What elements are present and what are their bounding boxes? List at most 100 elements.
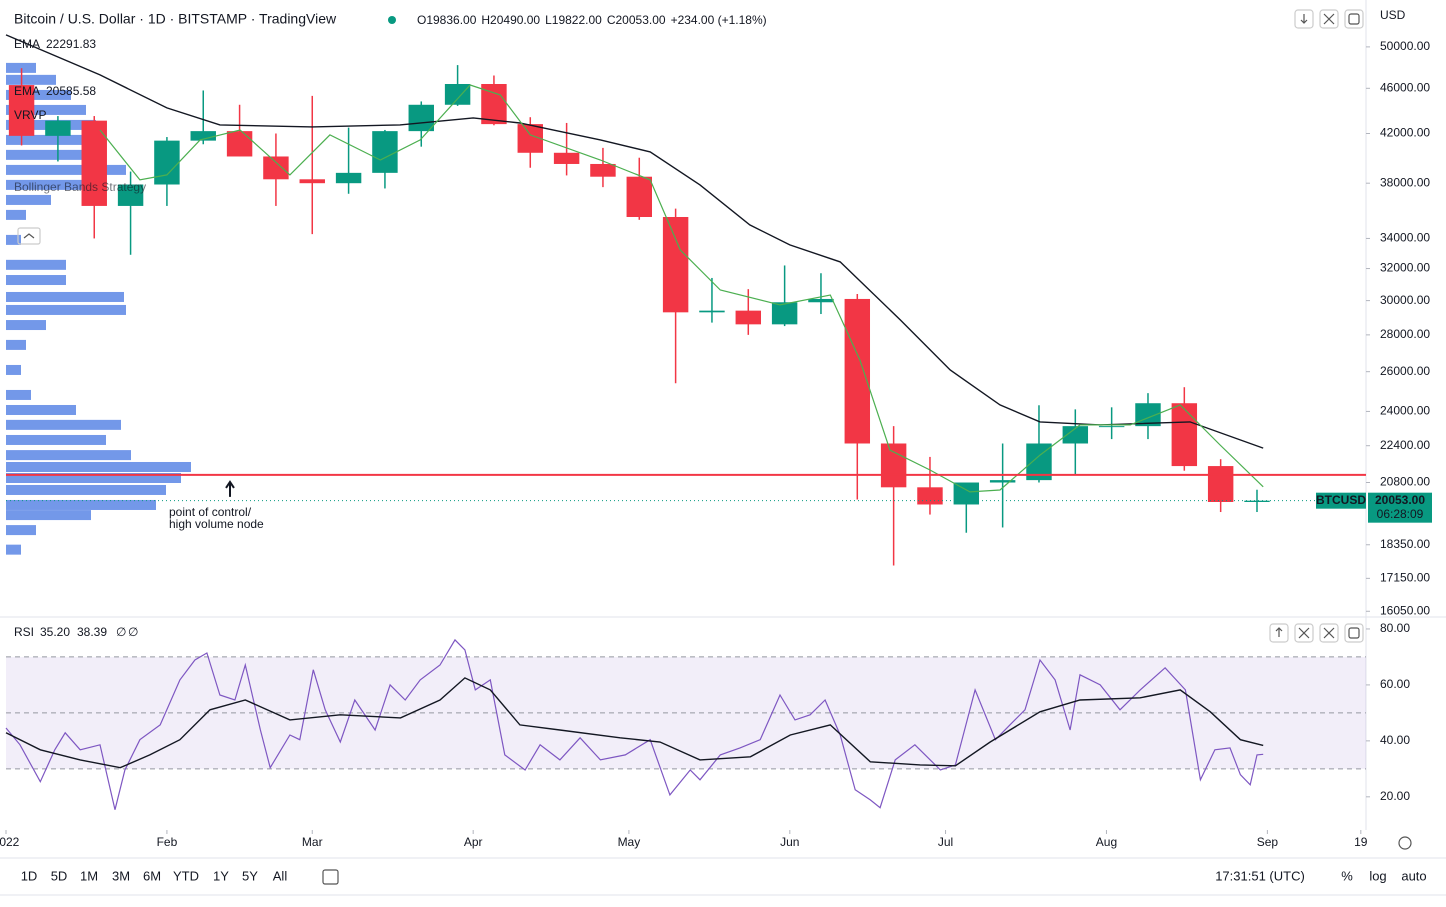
y-tick-label: 24000.00 <box>1380 404 1430 418</box>
ohlc-value: C20053.00 <box>607 13 666 27</box>
range-button[interactable]: YTD <box>173 868 199 883</box>
candle-body <box>699 310 725 313</box>
icon <box>1300 14 1308 24</box>
candle-body <box>1171 403 1198 467</box>
icon <box>1348 13 1360 25</box>
symbol-tag <box>1316 492 1366 509</box>
volume-profile-bar <box>6 544 21 555</box>
button[interactable] <box>1344 9 1364 29</box>
volume-profile-bar <box>6 472 181 483</box>
legend-value: 22291.83 <box>46 37 96 51</box>
button[interactable] <box>1294 623 1314 643</box>
overlay: Bitcoin / U.S. Dollar · 1D · BITSTAMP · … <box>14 8 1432 885</box>
candle-body <box>808 298 834 303</box>
range-button[interactable]: 3M <box>112 868 130 883</box>
legend-name: RSI <box>14 625 34 639</box>
volume-profile-bar <box>6 404 76 415</box>
volume-profile-bar <box>6 389 31 400</box>
range-button[interactable]: 1M <box>80 868 98 883</box>
legend-value: 38.39 <box>77 625 107 639</box>
settings-icon[interactable] <box>1398 836 1412 850</box>
candle-body <box>190 131 216 141</box>
y-tick-label: 60.00 <box>1380 677 1410 691</box>
x-tick-label: Aug <box>1096 835 1117 849</box>
candle-body <box>408 104 434 132</box>
volume-profile-bar <box>6 525 36 536</box>
button[interactable] <box>1319 623 1339 643</box>
button[interactable] <box>1269 623 1289 643</box>
currency-selector[interactable]: USD <box>1380 8 1406 22</box>
x-tick-label: Jun <box>780 835 799 849</box>
volume-profile-bar <box>6 209 26 220</box>
legend-value: 20585.58 <box>46 84 96 98</box>
range-button[interactable]: 5D <box>51 868 68 883</box>
candle-body <box>444 84 471 105</box>
candle-body <box>989 480 1016 483</box>
rsi-line <box>5 638 1264 810</box>
x-tick-label: 19 <box>1354 835 1368 849</box>
scale-option[interactable]: auto <box>1401 868 1426 883</box>
volume-profile-bar <box>6 499 156 510</box>
collapse-legend[interactable] <box>17 227 41 245</box>
y-tick-label: 28000.00 <box>1380 327 1430 341</box>
ohlc-value: L19822.00 <box>545 13 602 27</box>
clock: 17:31:51 (UTC) <box>1215 868 1305 883</box>
y-tick-label: 17150.00 <box>1380 571 1430 585</box>
candle-body <box>372 131 398 173</box>
candle-body <box>590 163 616 177</box>
candle-body <box>335 172 362 184</box>
candle-body <box>662 216 689 313</box>
y-tick-label: 22400.00 <box>1380 438 1430 452</box>
candle-body <box>299 179 325 184</box>
price-tag-label: 20053.00 <box>1375 493 1425 507</box>
date-range-icon[interactable] <box>322 869 339 885</box>
rsi-pane <box>5 638 1366 810</box>
symbol-tag-label: BTCUSD <box>1316 493 1366 507</box>
candle-body <box>481 84 507 125</box>
volume-profile-bar <box>6 74 56 85</box>
y-tick-label: 16050.00 <box>1380 603 1430 617</box>
candle-body <box>844 298 871 444</box>
volume-profile-bar <box>6 104 86 115</box>
annotation-arrow <box>225 480 235 497</box>
candle-body <box>263 156 289 180</box>
button[interactable] <box>1319 9 1339 29</box>
x-tick-label: Jul <box>938 835 953 849</box>
time-axis: 2022 Feb Mar Apr May Jun Jul Aug Sep 19 <box>0 830 1368 849</box>
button[interactable] <box>1344 623 1364 643</box>
y-tick-label: 80.00 <box>1380 621 1410 635</box>
range-button[interactable]: 1Y <box>213 868 229 883</box>
ema-line <box>5 34 1264 449</box>
y-tick-label: 20800.00 <box>1380 475 1430 489</box>
scale-option[interactable]: % <box>1341 868 1353 883</box>
x-tick-label: 2022 <box>0 835 20 849</box>
range-button[interactable]: All <box>273 868 288 883</box>
volume-profile-bar <box>6 194 51 205</box>
ohlc-value: O19836.00 <box>417 13 477 27</box>
candle-body <box>154 140 180 185</box>
volume-profile-bar <box>6 364 21 375</box>
price-pane: point of control/high volume node <box>5 34 1366 566</box>
volume-profile-bar <box>6 149 101 160</box>
y-tick-label: 32000.00 <box>1380 261 1430 275</box>
scale-option[interactable]: log <box>1369 868 1386 883</box>
volume-profile-bar <box>6 434 106 445</box>
y-tick-label: 40.00 <box>1380 733 1410 747</box>
icon <box>1275 627 1283 637</box>
price-tag <box>1368 492 1432 523</box>
range-button[interactable]: 1D <box>21 868 38 883</box>
market-status-dot <box>388 16 396 24</box>
y-tick-label: 42000.00 <box>1380 126 1430 140</box>
y-tick-label: 20.00 <box>1380 789 1410 803</box>
volume-profile-bar <box>6 484 166 495</box>
x-tick-label: Mar <box>302 835 323 849</box>
button[interactable] <box>1294 9 1314 29</box>
ohlc-value: +234.00 (+1.18%) <box>671 13 767 27</box>
legend-name: VRVP <box>14 108 46 122</box>
range-button[interactable]: 5Y <box>242 868 258 883</box>
countdown-label: 06:28:09 <box>1377 507 1424 521</box>
icon <box>1323 13 1335 25</box>
range-button[interactable]: 6M <box>143 868 161 883</box>
